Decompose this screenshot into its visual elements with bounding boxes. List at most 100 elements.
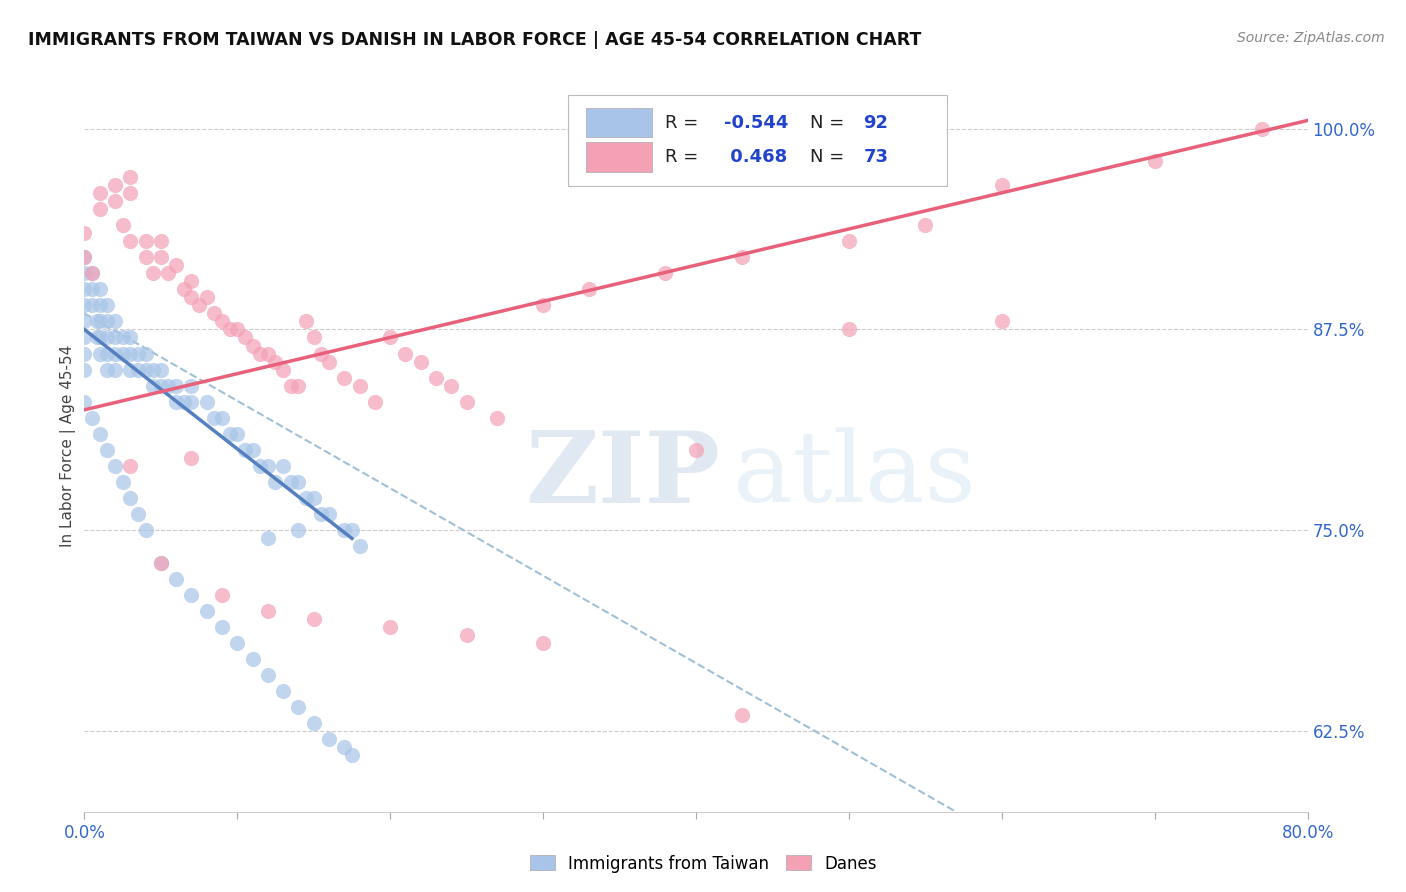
Point [195, 290, 218, 304]
Point [104, 459, 127, 474]
Point [180, 451, 202, 466]
Point [486, 410, 509, 425]
FancyBboxPatch shape [568, 95, 946, 186]
Point [257, 459, 280, 474]
Text: N =: N = [810, 148, 849, 166]
Point [380, 330, 402, 344]
Point [311, 346, 333, 360]
Point [226, 322, 249, 336]
Point [89, 282, 111, 296]
Text: 92: 92 [863, 113, 889, 132]
Point [333, 370, 356, 384]
Point [80, 282, 103, 296]
Point [104, 194, 127, 208]
Point [120, 459, 142, 474]
Point [349, 540, 371, 554]
Point [180, 394, 202, 409]
Point [173, 282, 195, 296]
Point [142, 378, 165, 392]
Point [991, 178, 1014, 192]
Point [149, 362, 172, 376]
Y-axis label: In Labor Force | Age 45-54: In Labor Force | Age 45-54 [60, 345, 76, 547]
Point [135, 250, 157, 264]
Point [440, 378, 463, 392]
Point [333, 740, 356, 755]
Point [104, 178, 127, 192]
Point [531, 298, 554, 312]
Point [654, 266, 676, 280]
Point [80, 266, 103, 280]
Point [111, 330, 134, 344]
Point [1250, 121, 1272, 136]
Point [394, 346, 416, 360]
Point [127, 346, 149, 360]
Point [89, 330, 111, 344]
Point [89, 298, 111, 312]
Point [233, 443, 256, 458]
Point [111, 346, 134, 360]
Point [142, 362, 165, 376]
Point [120, 362, 142, 376]
Point [287, 524, 309, 538]
Point [165, 572, 187, 586]
Point [264, 354, 287, 368]
Point [73, 346, 96, 360]
Point [73, 330, 96, 344]
Point [157, 266, 180, 280]
Point [349, 378, 371, 392]
Point [120, 169, 142, 184]
Point [318, 354, 340, 368]
Point [914, 218, 936, 232]
Point [111, 475, 134, 490]
Point [257, 532, 280, 546]
Point [202, 410, 225, 425]
Point [311, 508, 333, 522]
Point [165, 258, 187, 272]
Point [86, 314, 108, 328]
Point [89, 314, 111, 328]
Point [120, 491, 142, 506]
Point [242, 652, 264, 666]
Point [73, 282, 96, 296]
Text: 73: 73 [863, 148, 889, 166]
Point [188, 298, 211, 312]
Point [264, 475, 287, 490]
Point [838, 322, 860, 336]
Point [211, 588, 233, 602]
Point [96, 298, 118, 312]
Point [73, 226, 96, 240]
Point [135, 524, 157, 538]
Point [271, 459, 294, 474]
Point [80, 410, 103, 425]
Point [120, 330, 142, 344]
Point [218, 322, 240, 336]
Point [135, 234, 157, 248]
Point [120, 234, 142, 248]
Point [135, 362, 157, 376]
Point [165, 394, 187, 409]
Point [287, 475, 309, 490]
Text: N =: N = [810, 113, 849, 132]
Text: Source: ZipAtlas.com: Source: ZipAtlas.com [1237, 31, 1385, 45]
Point [731, 250, 754, 264]
Point [257, 604, 280, 618]
Point [149, 378, 172, 392]
Point [202, 306, 225, 320]
Point [96, 443, 118, 458]
Point [991, 314, 1014, 328]
Point [80, 298, 103, 312]
Point [302, 491, 325, 506]
Point [295, 491, 318, 506]
Point [73, 250, 96, 264]
Text: 0.468: 0.468 [724, 148, 787, 166]
Point [96, 346, 118, 360]
Point [318, 732, 340, 747]
Point [127, 508, 149, 522]
Point [149, 250, 172, 264]
Text: atlas: atlas [733, 427, 976, 523]
Point [120, 346, 142, 360]
FancyBboxPatch shape [586, 108, 652, 137]
Point [257, 668, 280, 682]
Point [233, 330, 256, 344]
Point [218, 426, 240, 441]
